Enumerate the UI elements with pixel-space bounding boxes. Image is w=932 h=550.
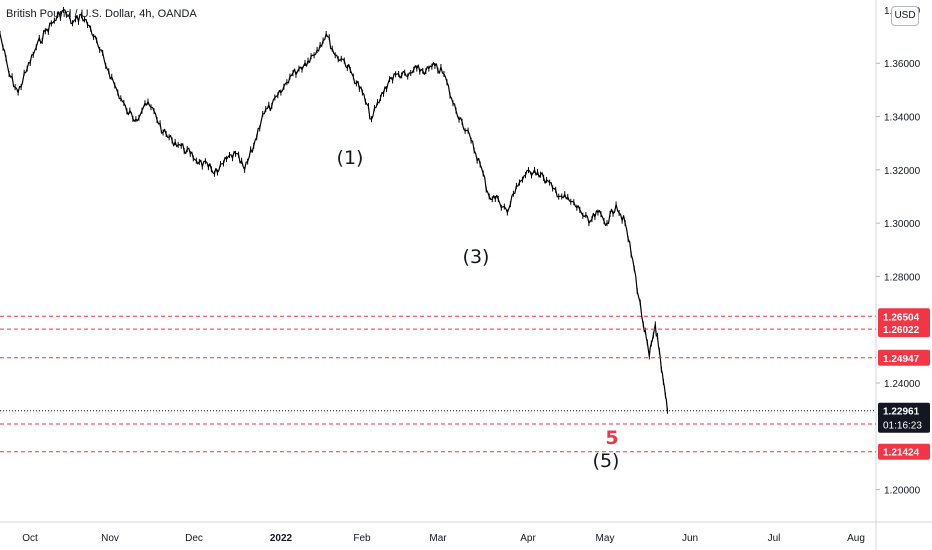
x-axis-label: Nov: [101, 533, 119, 544]
currency-button[interactable]: USD: [891, 6, 919, 26]
y-tick-label: 1.30000: [884, 219, 921, 230]
x-axis-label: Jul: [768, 533, 781, 544]
y-tick-label: 1.34000: [884, 113, 921, 124]
price-level-tag: [878, 321, 930, 338]
wave-label-5-minor: 5: [605, 427, 618, 449]
x-axis-label: Apr: [520, 533, 536, 544]
y-tick-label: 1.28000: [884, 272, 921, 283]
y-tick-label: 1.32000: [884, 166, 921, 177]
price-level-tag: [878, 349, 930, 366]
current-price-tag: [878, 402, 930, 433]
chart-title: British Pound / U.S. Dollar, 4h, OANDA: [6, 8, 197, 20]
y-tick-label: 1.36000: [884, 59, 921, 70]
wave-label-5: (5): [593, 450, 620, 472]
x-axis-label: Aug: [847, 533, 865, 544]
x-axis-label: 2022: [270, 533, 293, 544]
x-axis-label: Dec: [185, 533, 203, 544]
price-level-tag-label: 1.21424: [883, 448, 920, 459]
current-price-label: 1.22961: [883, 407, 920, 418]
x-axis-label: Mar: [429, 533, 447, 544]
price-level-tag: [878, 443, 930, 460]
price-level-tag: [878, 308, 930, 325]
bar-countdown-label: 01:16:23: [883, 421, 922, 432]
price-series-line: [0, 9, 668, 411]
price-level-tag-label: 1.24947: [883, 354, 920, 365]
price-level-tag-label: 1.26022: [883, 325, 920, 336]
x-axis-label: Oct: [22, 533, 38, 544]
y-tick-label: 1.24000: [884, 379, 921, 390]
wave-label-3: (3): [463, 246, 490, 268]
price-level-tag-label: 1.26504: [883, 312, 920, 323]
wave-label-1: (1): [337, 147, 364, 169]
y-tick-label: 1.20000: [884, 486, 921, 497]
x-axis-label: May: [596, 533, 615, 544]
x-axis-label: Feb: [353, 533, 371, 544]
x-axis-label: Jun: [682, 533, 698, 544]
